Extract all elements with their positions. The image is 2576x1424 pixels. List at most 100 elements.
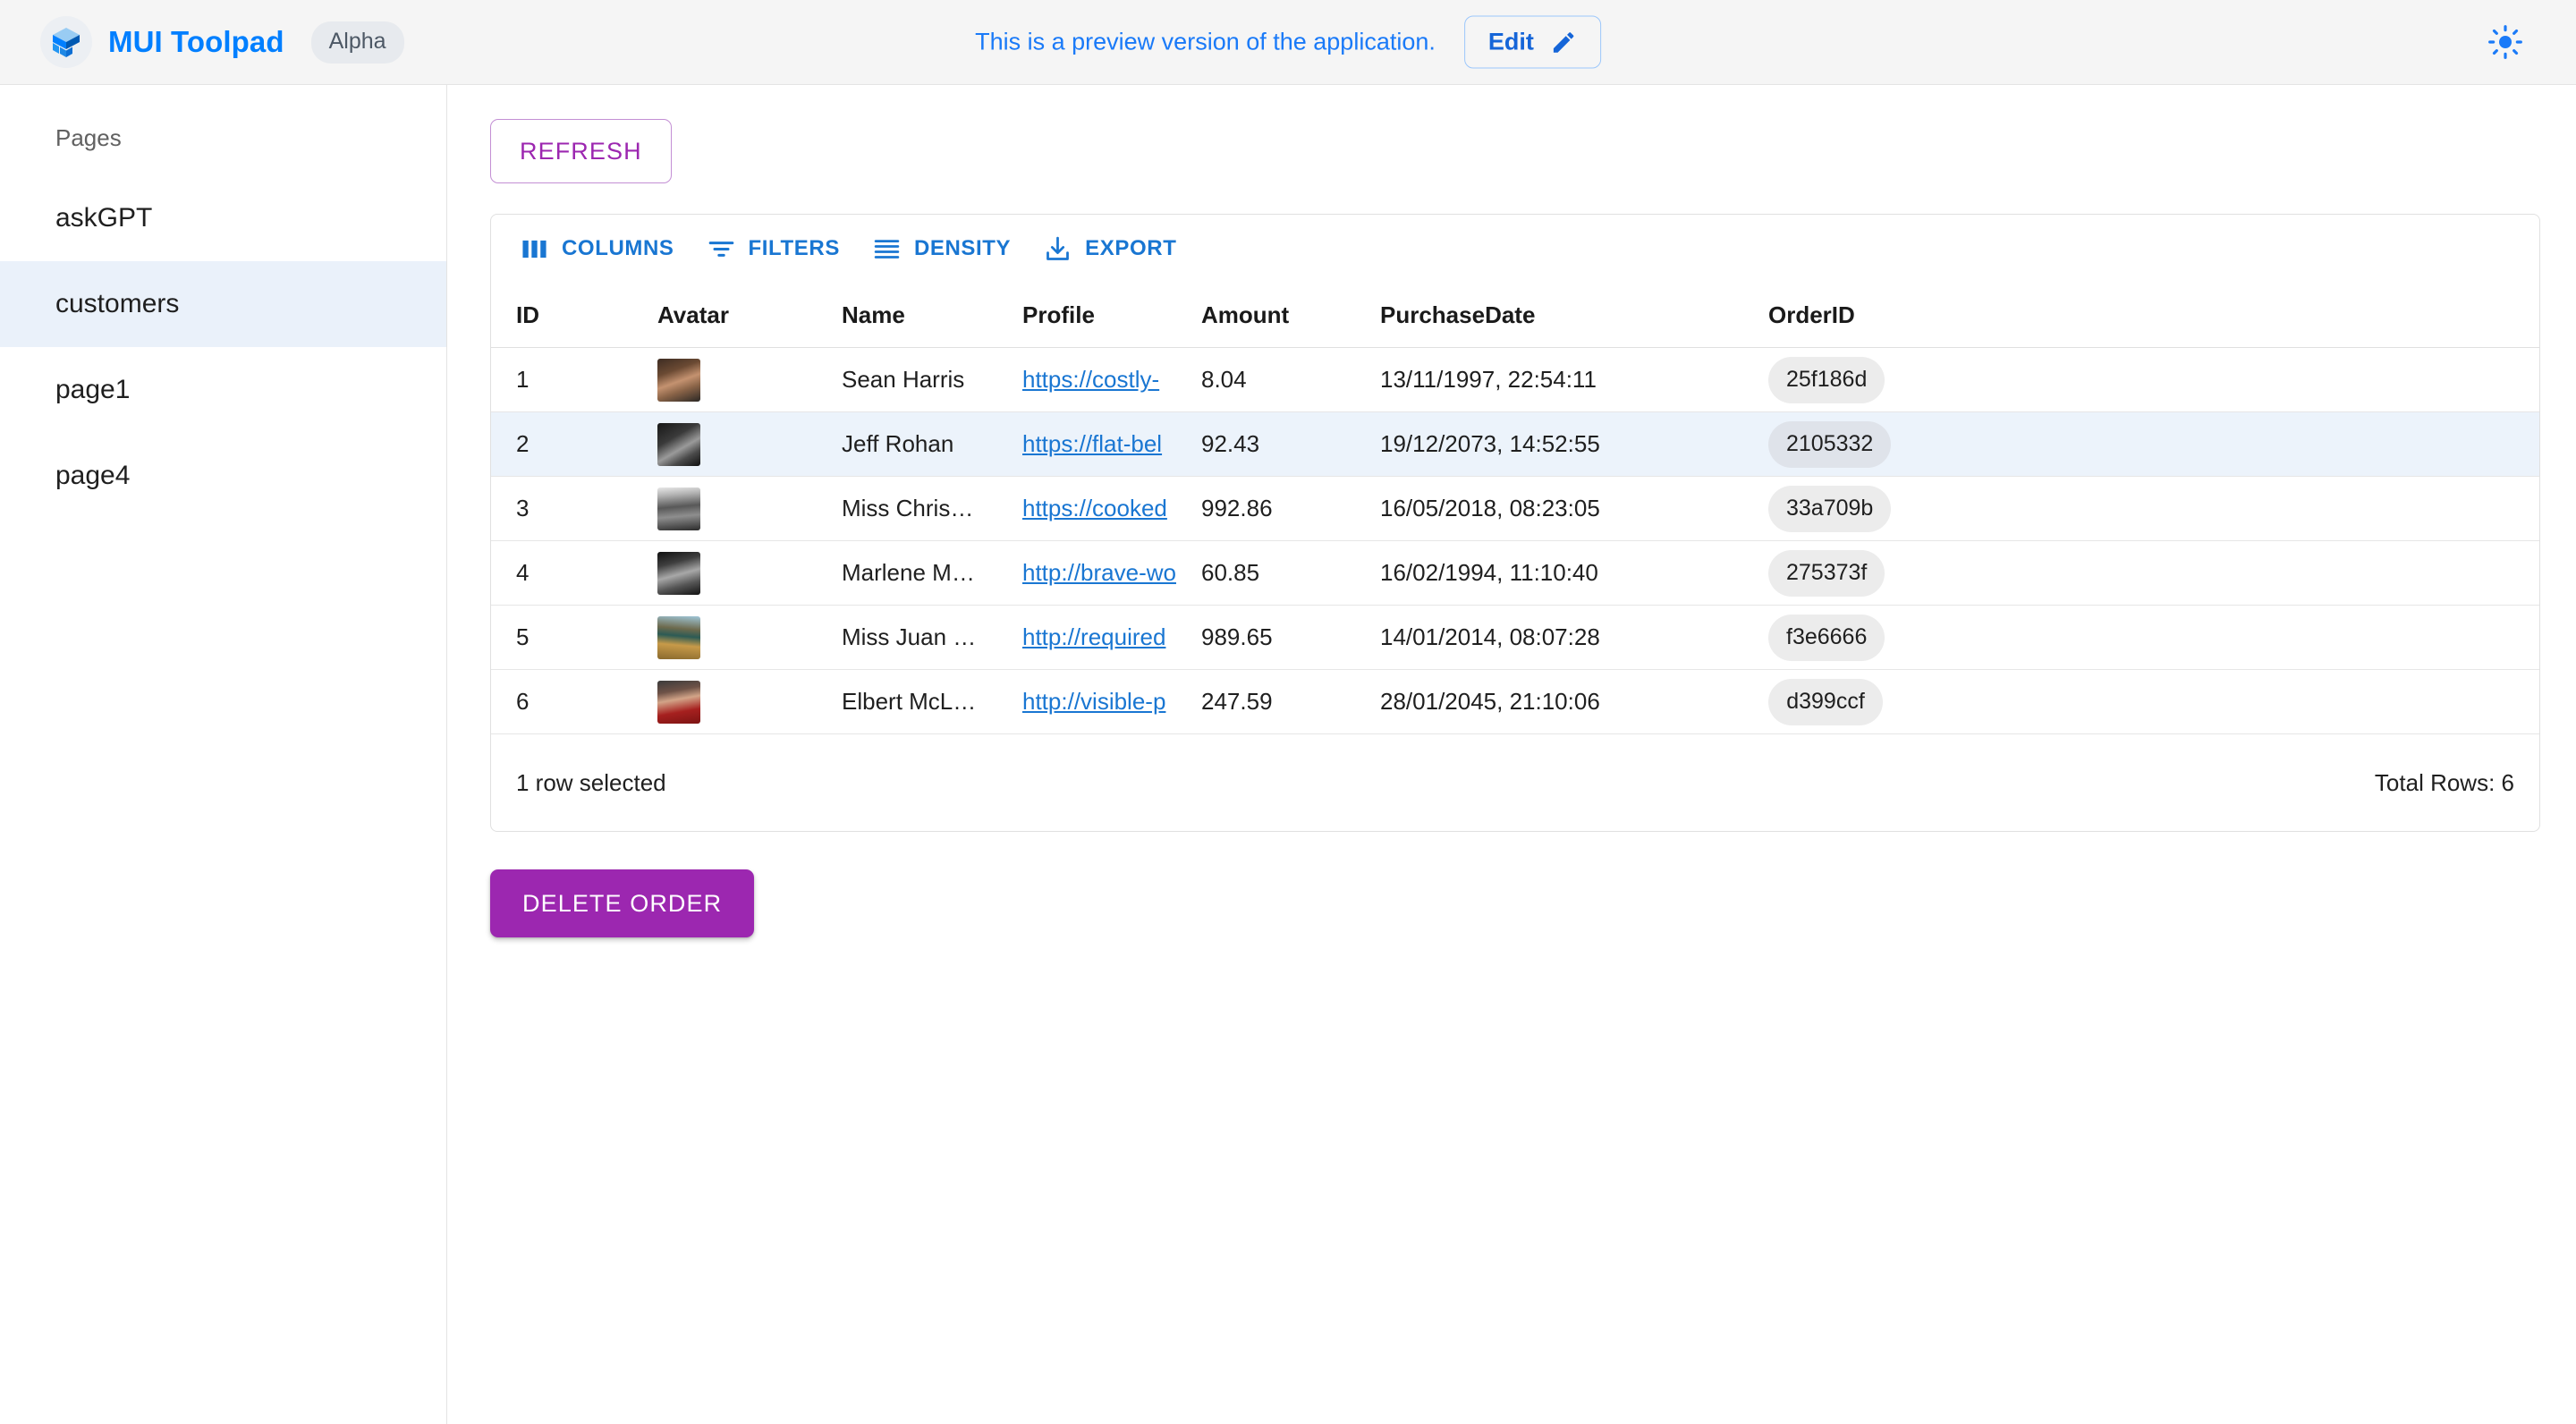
brand-name: MUI Toolpad [108,25,284,58]
cell-id: 6 [516,688,530,715]
cell-profile: http://visible-p [1022,688,1201,716]
avatar [657,551,700,595]
cell-orderid: 25f186d [1768,356,2539,403]
cell-avatar [657,487,842,530]
cell-purchasedate: 13/11/1997, 22:54:11 [1380,366,1597,393]
cell-amount: 8.04 [1201,366,1247,393]
table-row[interactable]: 1 Sean Harris https://costly- 8.04 13/11… [491,348,2539,412]
cell-name: Jeff Rohan [842,430,954,457]
delete-order-button[interactable]: DELETE ORDER [490,869,755,937]
cell-id: 1 [516,366,530,393]
avatar [657,615,700,659]
table-row[interactable]: 4 Marlene M… http://brave-wo 60.85 16/02… [491,541,2539,606]
columns-icon [522,240,547,258]
grid-toolbar: COLUMNS FILTERS [491,215,2539,283]
status-badge: f3e6666 [1768,614,1885,661]
column-header-purchasedate[interactable]: PurchaseDate [1380,301,1536,328]
column-header-id[interactable]: ID [516,301,539,328]
cell-name: Sean Harris [842,366,965,393]
sidebar-heading: Pages [55,124,122,151]
cell-profile: https://costly- [1022,366,1201,394]
sidebar-item-askgpt[interactable]: askGPT [0,175,446,261]
cell-profile: http://required [1022,623,1201,651]
column-header-profile[interactable]: Profile [1022,301,1095,328]
table-row[interactable]: 6 Elbert McL… http://visible-p 247.59 28… [491,670,2539,734]
toolpad-cube-logo-icon [40,16,92,68]
export-download-icon [1046,236,1070,260]
cell-id: 2 [516,430,530,457]
cell-amount: 92.43 [1201,430,1260,457]
profile-link[interactable]: http://visible-p [1022,688,1166,715]
preview-banner: This is a preview version of the applica… [975,15,1601,69]
cell-orderid: f3e6666 [1768,614,2539,661]
cell-id: 5 [516,623,530,650]
density-icon [874,239,900,259]
column-header-name[interactable]: Name [842,301,905,328]
customers-data-grid: COLUMNS FILTERS [490,214,2540,832]
sidebar: Pages askGPT customers page1 page4 [0,85,447,1424]
filters-button-label: FILTERS [748,236,840,260]
cell-id: 4 [516,559,530,586]
cell-avatar [657,680,842,724]
table-row[interactable]: 5 Miss Juan … http://required 989.65 14/… [491,606,2539,670]
avatar [657,358,700,402]
cell-name: Miss Juan … [842,623,977,650]
column-header-amount[interactable]: Amount [1201,301,1290,328]
total-rows-label: Total Rows: 6 [2374,768,2514,796]
main-content: REFRESH COLUMNS FILTER [447,85,2576,1424]
table-row[interactable]: 3 Miss Chris… https://cooked 992.86 16/0… [491,477,2539,541]
cell-profile: https://cooked [1022,495,1201,522]
theme-toggle-button[interactable] [2473,10,2538,74]
column-header-orderid[interactable]: OrderID [1768,301,1855,328]
cell-amount: 247.59 [1201,688,1273,715]
status-badge: d399ccf [1768,678,1883,725]
edit-button[interactable]: Edit [1463,15,1601,69]
avatar [657,487,700,530]
cell-avatar [657,358,842,402]
cell-avatar [657,422,842,466]
columns-button-label: COLUMNS [562,236,674,260]
cell-profile: https://flat-bel [1022,430,1201,458]
brand-block[interactable]: MUI Toolpad Alpha [40,16,404,68]
status-badge: 33a709b [1768,485,1892,532]
cell-purchasedate: 16/02/1994, 11:10:40 [1380,559,1598,586]
preview-message: This is a preview version of the applica… [975,28,1436,55]
profile-link[interactable]: https://flat-bel [1022,430,1163,457]
status-badge: 275373f [1768,549,1885,597]
table-row[interactable]: 2 Jeff Rohan https://flat-bel 92.43 19/1… [491,412,2539,477]
pencil-icon [1553,31,1574,53]
cell-amount: 60.85 [1201,559,1260,586]
sidebar-item-customers[interactable]: customers [0,261,446,347]
selection-status: 1 row selected [516,768,666,796]
export-button-label: EXPORT [1085,236,1177,260]
refresh-button[interactable]: REFRESH [490,119,672,183]
sun-icon [2488,25,2522,59]
sidebar-item-label: page4 [55,461,131,490]
cell-purchasedate: 19/12/2073, 14:52:55 [1380,430,1600,457]
cell-name: Elbert McL… [842,688,977,715]
cell-orderid: 275373f [1768,549,2539,597]
sidebar-item-label: page1 [55,375,131,404]
sidebar-item-page1[interactable]: page1 [0,347,446,433]
profile-link[interactable]: http://brave-wo [1022,559,1176,586]
cell-orderid: 2105332 [1768,420,2539,468]
grid-footer: 1 row selected Total Rows: 6 [491,734,2539,831]
edit-button-label: Edit [1487,28,1534,55]
sidebar-item-label: customers [55,289,180,318]
filters-button[interactable]: FILTERS [691,224,856,275]
cell-amount: 992.86 [1201,495,1273,521]
sidebar-item-page4[interactable]: page4 [0,433,446,519]
column-header-avatar[interactable]: Avatar [657,301,729,328]
profile-link[interactable]: https://costly- [1022,366,1160,393]
density-button[interactable]: DENSITY [856,224,1027,275]
export-button[interactable]: EXPORT [1027,224,1192,275]
grid-header-row: ID Avatar Name Profile Amount PurchaseDa… [491,283,2539,348]
cell-id: 3 [516,495,530,521]
columns-button[interactable]: COLUMNS [504,224,691,275]
profile-link[interactable]: http://required [1022,623,1166,650]
cell-purchasedate: 28/01/2045, 21:10:06 [1380,688,1600,715]
profile-link[interactable]: https://cooked [1022,495,1167,521]
avatar [657,680,700,724]
cell-name: Miss Chris… [842,495,974,521]
cell-name: Marlene M… [842,559,975,586]
